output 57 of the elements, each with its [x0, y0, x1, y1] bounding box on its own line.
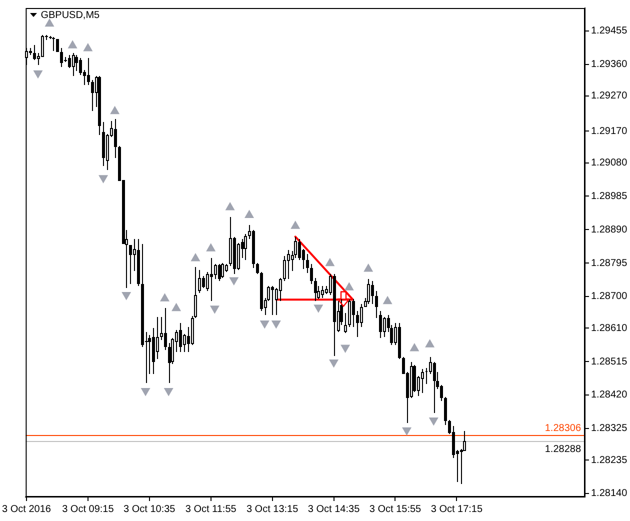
x-tick-label: 3 Oct 10:35 — [124, 504, 176, 515]
y-tick-label: 1.28700 — [591, 291, 628, 302]
y-tick-label: 1.28985 — [591, 190, 628, 202]
point — [84, 43, 92, 52]
point — [272, 320, 281, 328]
point — [260, 320, 270, 328]
x-tick-label: 3 Oct 11:55 — [185, 504, 237, 515]
point — [122, 292, 131, 300]
point — [429, 418, 438, 426]
point — [210, 306, 220, 314]
x-tick-label: 3 Oct 17:15 — [430, 504, 483, 515]
point — [164, 388, 173, 396]
y-tick-label: 1.28515 — [591, 356, 628, 368]
point — [344, 282, 354, 290]
point — [172, 303, 181, 312]
point — [340, 344, 350, 352]
y-tick-label: 1.29360 — [591, 59, 628, 70]
y-tick-label: 1.28610 — [591, 322, 628, 334]
ref-line-label: 1.28306 — [544, 422, 582, 434]
point — [110, 106, 120, 114]
point — [191, 253, 200, 262]
candlestick — [145, 332, 148, 383]
point — [383, 296, 392, 304]
point — [230, 277, 238, 285]
y-tick-label: 1.29080 — [591, 158, 628, 169]
point — [160, 294, 170, 302]
y-tick-label: 1.28325 — [591, 423, 628, 434]
y-tick-label: 1.28140 — [591, 488, 628, 500]
y-tick-label: 1.28890 — [591, 224, 628, 236]
point — [326, 258, 334, 266]
x-tick-label: 3 Oct 09:15 — [62, 504, 114, 515]
point — [425, 340, 434, 348]
y-tick-label: 1.28420 — [591, 390, 628, 401]
point — [68, 40, 77, 48]
candlestick — [125, 230, 128, 288]
candlestick — [52, 37, 55, 51]
y-tick-label: 1.28795 — [591, 258, 628, 269]
y-tick-label: 1.29455 — [591, 26, 628, 37]
point — [206, 244, 216, 252]
x-tick-label: 3 Oct 15:55 — [369, 504, 422, 515]
point — [410, 344, 419, 352]
x-tick-label: 3 Oct 2016 — [2, 504, 52, 515]
y-tick-label: 1.29170 — [591, 126, 628, 137]
y-tick-label: 1.28235 — [591, 454, 628, 466]
point — [329, 360, 338, 368]
point — [364, 264, 373, 272]
point — [402, 427, 412, 436]
point — [226, 202, 234, 210]
x-tick-label: 3 Oct 13:15 — [246, 504, 299, 515]
x-tick-label: 3 Oct 14:35 — [308, 504, 360, 515]
point — [141, 388, 150, 396]
chart-title: GBPUSD,M5 — [40, 10, 100, 21]
point — [314, 304, 323, 312]
point — [244, 210, 254, 218]
ref-line-label: 1.28288 — [544, 444, 582, 456]
point — [290, 221, 300, 229]
y-tick-label: 1.29270 — [591, 90, 628, 102]
